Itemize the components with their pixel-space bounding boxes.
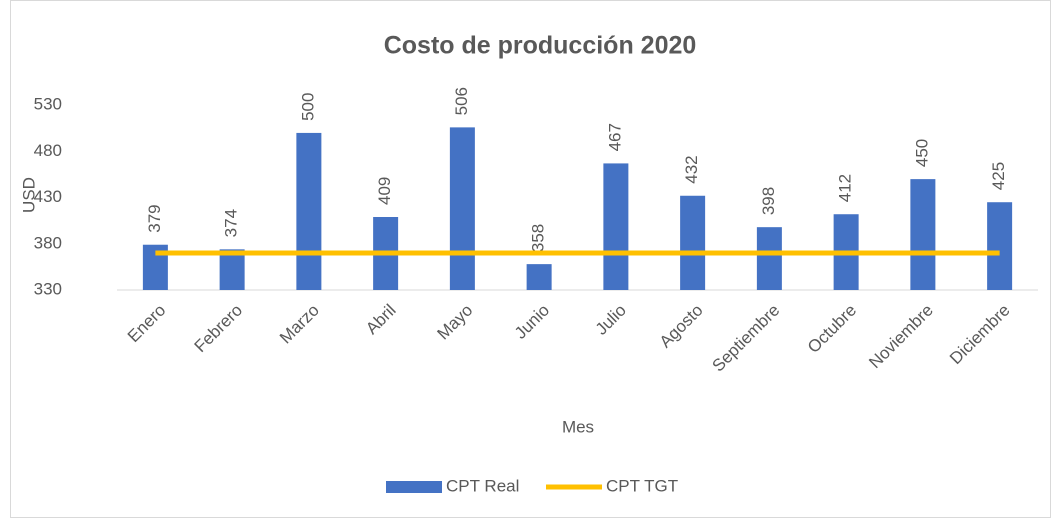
bar (526, 264, 552, 290)
y-tick-label: 530 (34, 95, 62, 114)
bar (296, 132, 322, 290)
data-label: 379 (145, 204, 164, 232)
y-tick-label: 430 (34, 187, 62, 206)
bar (987, 202, 1013, 290)
data-label: 450 (912, 139, 931, 167)
data-label: 398 (759, 187, 778, 215)
data-label: 374 (222, 209, 241, 237)
bar (219, 249, 245, 290)
bar (756, 227, 782, 290)
y-tick-label: 380 (34, 233, 62, 252)
legend-label: CPT Real (446, 476, 519, 495)
bar (449, 127, 475, 290)
chart-title: Costo de producción 2020 (384, 32, 697, 60)
bar (603, 163, 629, 290)
bar (680, 195, 706, 290)
data-label: 358 (529, 224, 548, 252)
data-label: 506 (452, 87, 471, 115)
data-label: 432 (682, 155, 701, 183)
legend-swatch (386, 481, 442, 493)
legend-label: CPT TGT (606, 476, 678, 495)
data-label: 500 (298, 93, 317, 121)
x-axis-title: Mes (562, 417, 594, 436)
data-label: 409 (375, 177, 394, 205)
data-label: 467 (605, 123, 624, 151)
chart-frame (10, 0, 1051, 518)
data-label: 425 (989, 162, 1008, 190)
y-axis-title: USD (19, 177, 38, 213)
y-tick-label: 330 (34, 279, 62, 298)
bar (910, 179, 936, 290)
y-tick-label: 480 (34, 141, 62, 160)
data-label: 412 (836, 174, 855, 202)
